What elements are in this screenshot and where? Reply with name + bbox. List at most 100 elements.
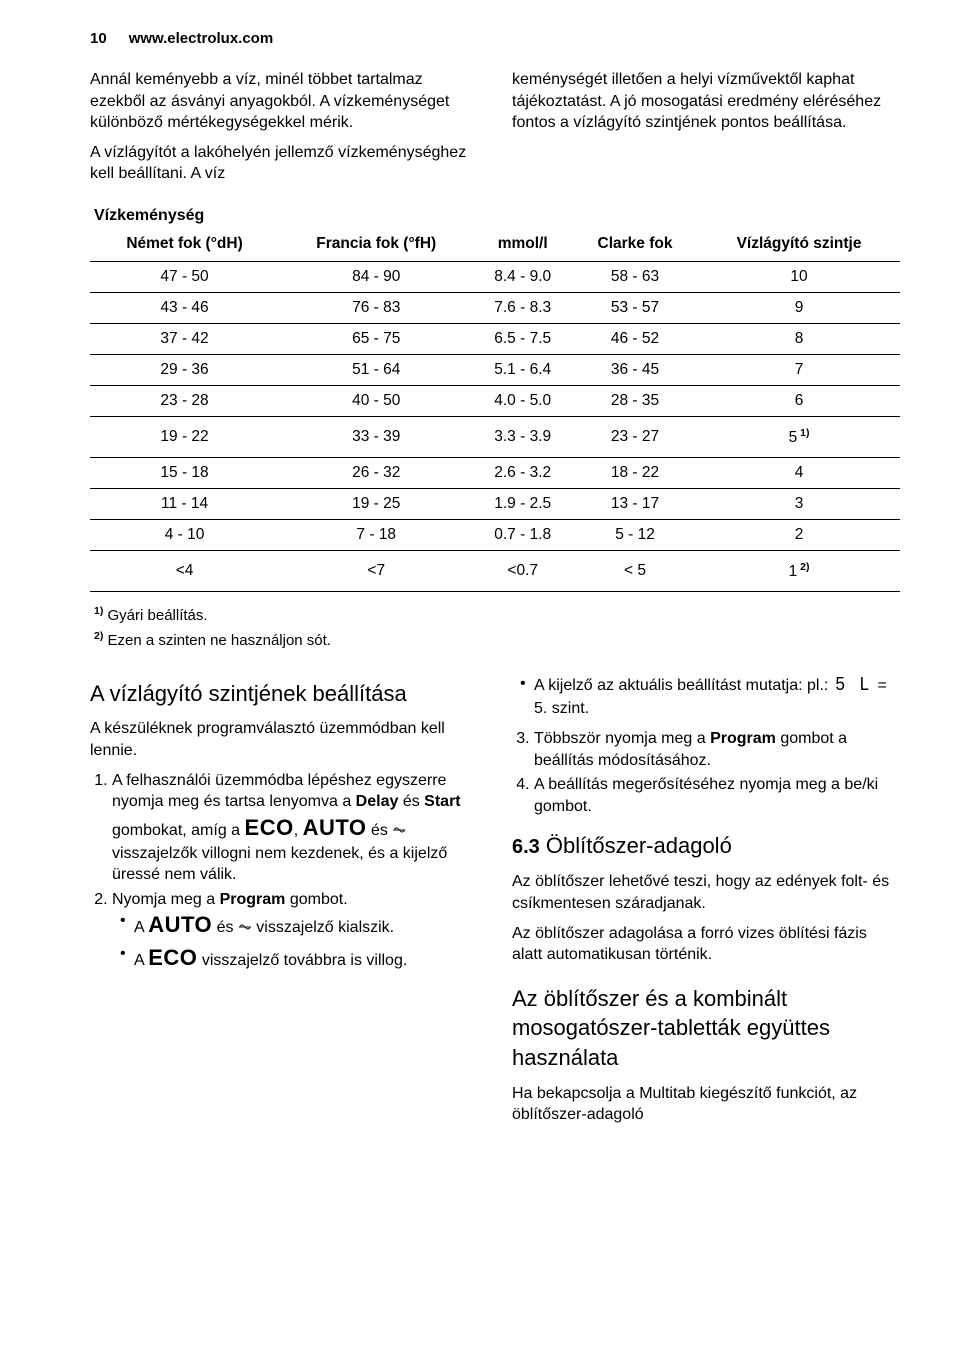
table-cell: 15 - 18	[90, 458, 279, 489]
segment-display-icon: 5 L	[835, 673, 871, 699]
table-cell: 58 - 63	[572, 261, 698, 292]
table-cell: 4.0 - 5.0	[473, 385, 572, 416]
table-cell: 47 - 50	[90, 261, 279, 292]
section-6-3-heading: 6.3 Öblítőszer-adagoló	[512, 831, 900, 861]
table-row: 15 - 1826 - 322.6 - 3.218 - 224	[90, 458, 900, 489]
table-cell: 6.5 - 7.5	[473, 323, 572, 354]
table-row: 23 - 2840 - 504.0 - 5.028 - 356	[90, 385, 900, 416]
tap-icon: ⏦	[392, 823, 406, 840]
table-cell: < 5	[572, 551, 698, 592]
table-cell: 3.3 - 3.9	[473, 416, 572, 457]
intro-left: Annál keményebb a víz, minél többet tart…	[90, 69, 478, 189]
table-row: 43 - 4676 - 837.6 - 8.353 - 579	[90, 292, 900, 323]
th-level: Vízlágyító szintje	[698, 229, 900, 262]
softener-heading: A vízlágyító szintjének beállítása	[90, 679, 478, 709]
table-cell: 2.6 - 3.2	[473, 458, 572, 489]
right-column: A kijelző az aktuális beállítást mutatja…	[512, 673, 900, 1130]
table-cell: 5 1)	[698, 416, 900, 457]
table-cell: 8	[698, 323, 900, 354]
table-cell: 18 - 22	[572, 458, 698, 489]
table-cell: 19 - 22	[90, 416, 279, 457]
step-2-bullet-1: A AUTO és ⏦ visszajelző kialszik.	[134, 910, 478, 940]
table-cell: 43 - 46	[90, 292, 279, 323]
table-cell: 8.4 - 9.0	[473, 261, 572, 292]
table-cell: 19 - 25	[279, 489, 473, 520]
table-cell: 5.1 - 6.4	[473, 354, 572, 385]
table-header-row: Német fok (°dH) Francia fok (°fH) mmol/l…	[90, 229, 900, 262]
intro-p3: keménységét illetően a helyi vízművektől…	[512, 69, 900, 134]
table-cell: 65 - 75	[279, 323, 473, 354]
footnote-2: Ezen a szinten ne használjon sót.	[103, 632, 331, 649]
table-row: 29 - 3651 - 645.1 - 6.436 - 457	[90, 354, 900, 385]
step-4: A beállítás megerősítéséhez nyomja meg a…	[534, 774, 900, 817]
table-cell: 40 - 50	[279, 385, 473, 416]
table-cell: 84 - 90	[279, 261, 473, 292]
tap-icon: ⏦	[238, 920, 252, 937]
table-cell: 28 - 35	[572, 385, 698, 416]
page-header: 10 www.electrolux.com	[90, 30, 900, 47]
table-cell: 9	[698, 292, 900, 323]
table-cell: <0.7	[473, 551, 572, 592]
table-cell: 76 - 83	[279, 292, 473, 323]
th-fh: Francia fok (°fH)	[279, 229, 473, 262]
table-row: 47 - 5084 - 908.4 - 9.058 - 6310	[90, 261, 900, 292]
th-mmol: mmol/l	[473, 229, 572, 262]
header-url: www.electrolux.com	[129, 30, 274, 47]
table-cell: 23 - 28	[90, 385, 279, 416]
hardness-table: Német fok (°dH) Francia fok (°fH) mmol/l…	[90, 229, 900, 592]
table-cell: 10	[698, 261, 900, 292]
intro-right: keménységét illetően a helyi vízművektől…	[512, 69, 900, 189]
table-cell: 26 - 32	[279, 458, 473, 489]
footnote-2-sup: 2)	[94, 630, 103, 642]
table-cell: 11 - 14	[90, 489, 279, 520]
combo-p: Ha bekapcsolja a Multitab kiegészítő fun…	[512, 1083, 900, 1126]
intro-p1: Annál keményebb a víz, minél többet tart…	[90, 69, 478, 134]
table-cell: 13 - 17	[572, 489, 698, 520]
table-cell: 1 2)	[698, 551, 900, 592]
footnote-1-sup: 1)	[94, 605, 103, 617]
table-cell: 7.6 - 8.3	[473, 292, 572, 323]
table-cell: 7	[698, 354, 900, 385]
intro-p2: A vízlágyítót a lakóhelyén jellemző vízk…	[90, 142, 478, 185]
footnote-1: Gyári beállítás.	[103, 607, 207, 624]
table-title: Vízkeménység	[94, 207, 900, 225]
rinse-p2: Az öblítőszer adagolása a forró vizes öb…	[512, 923, 900, 966]
table-cell: 7 - 18	[279, 520, 473, 551]
table-cell: <4	[90, 551, 279, 592]
table-row: <4<7<0.7< 51 2)	[90, 551, 900, 592]
table-row: 19 - 2233 - 393.3 - 3.923 - 275 1)	[90, 416, 900, 457]
table-cell: 1.9 - 2.5	[473, 489, 572, 520]
intro-columns: Annál keményebb a víz, minél többet tart…	[90, 69, 900, 189]
table-cell: 4	[698, 458, 900, 489]
bottom-columns: A vízlágyító szintjének beállítása A kés…	[90, 673, 900, 1130]
softener-intro: A készüléknek programválasztó üzemmódban…	[90, 718, 478, 761]
table-cell: 0.7 - 1.8	[473, 520, 572, 551]
table-cell: <7	[279, 551, 473, 592]
th-dh: Német fok (°dH)	[90, 229, 279, 262]
table-cell: 36 - 45	[572, 354, 698, 385]
left-column: A vízlágyító szintjének beállítása A kés…	[90, 673, 478, 1130]
page-number: 10	[90, 30, 107, 47]
table-row: 4 - 107 - 180.7 - 1.85 - 122	[90, 520, 900, 551]
table-cell: 5 - 12	[572, 520, 698, 551]
th-clarke: Clarke fok	[572, 229, 698, 262]
table-cell: 4 - 10	[90, 520, 279, 551]
step-1: A felhasználói üzemmódba lépéshez egysze…	[112, 770, 478, 886]
table-row: 37 - 4265 - 756.5 - 7.546 - 528	[90, 323, 900, 354]
table-row: 11 - 1419 - 251.9 - 2.513 - 173	[90, 489, 900, 520]
step-2: Nyomja meg a Program gombot. A AUTO és ⏦…	[112, 889, 478, 973]
table-cell: 29 - 36	[90, 354, 279, 385]
table-cell: 6	[698, 385, 900, 416]
step-2-bullet-2: A ECO visszajelző továbbra is villog.	[134, 943, 478, 973]
table-cell: 53 - 57	[572, 292, 698, 323]
right-bullet: A kijelző az aktuális beállítást mutatja…	[534, 673, 900, 720]
table-cell: 51 - 64	[279, 354, 473, 385]
rinse-p1: Az öblítőszer lehetővé teszi, hogy az ed…	[512, 871, 900, 914]
table-cell: 33 - 39	[279, 416, 473, 457]
table-cell: 23 - 27	[572, 416, 698, 457]
table-cell: 2	[698, 520, 900, 551]
table-cell: 46 - 52	[572, 323, 698, 354]
table-cell: 37 - 42	[90, 323, 279, 354]
table-cell: 3	[698, 489, 900, 520]
combo-heading: Az öblítőszer és a kombinált mosogatósze…	[512, 984, 900, 1073]
